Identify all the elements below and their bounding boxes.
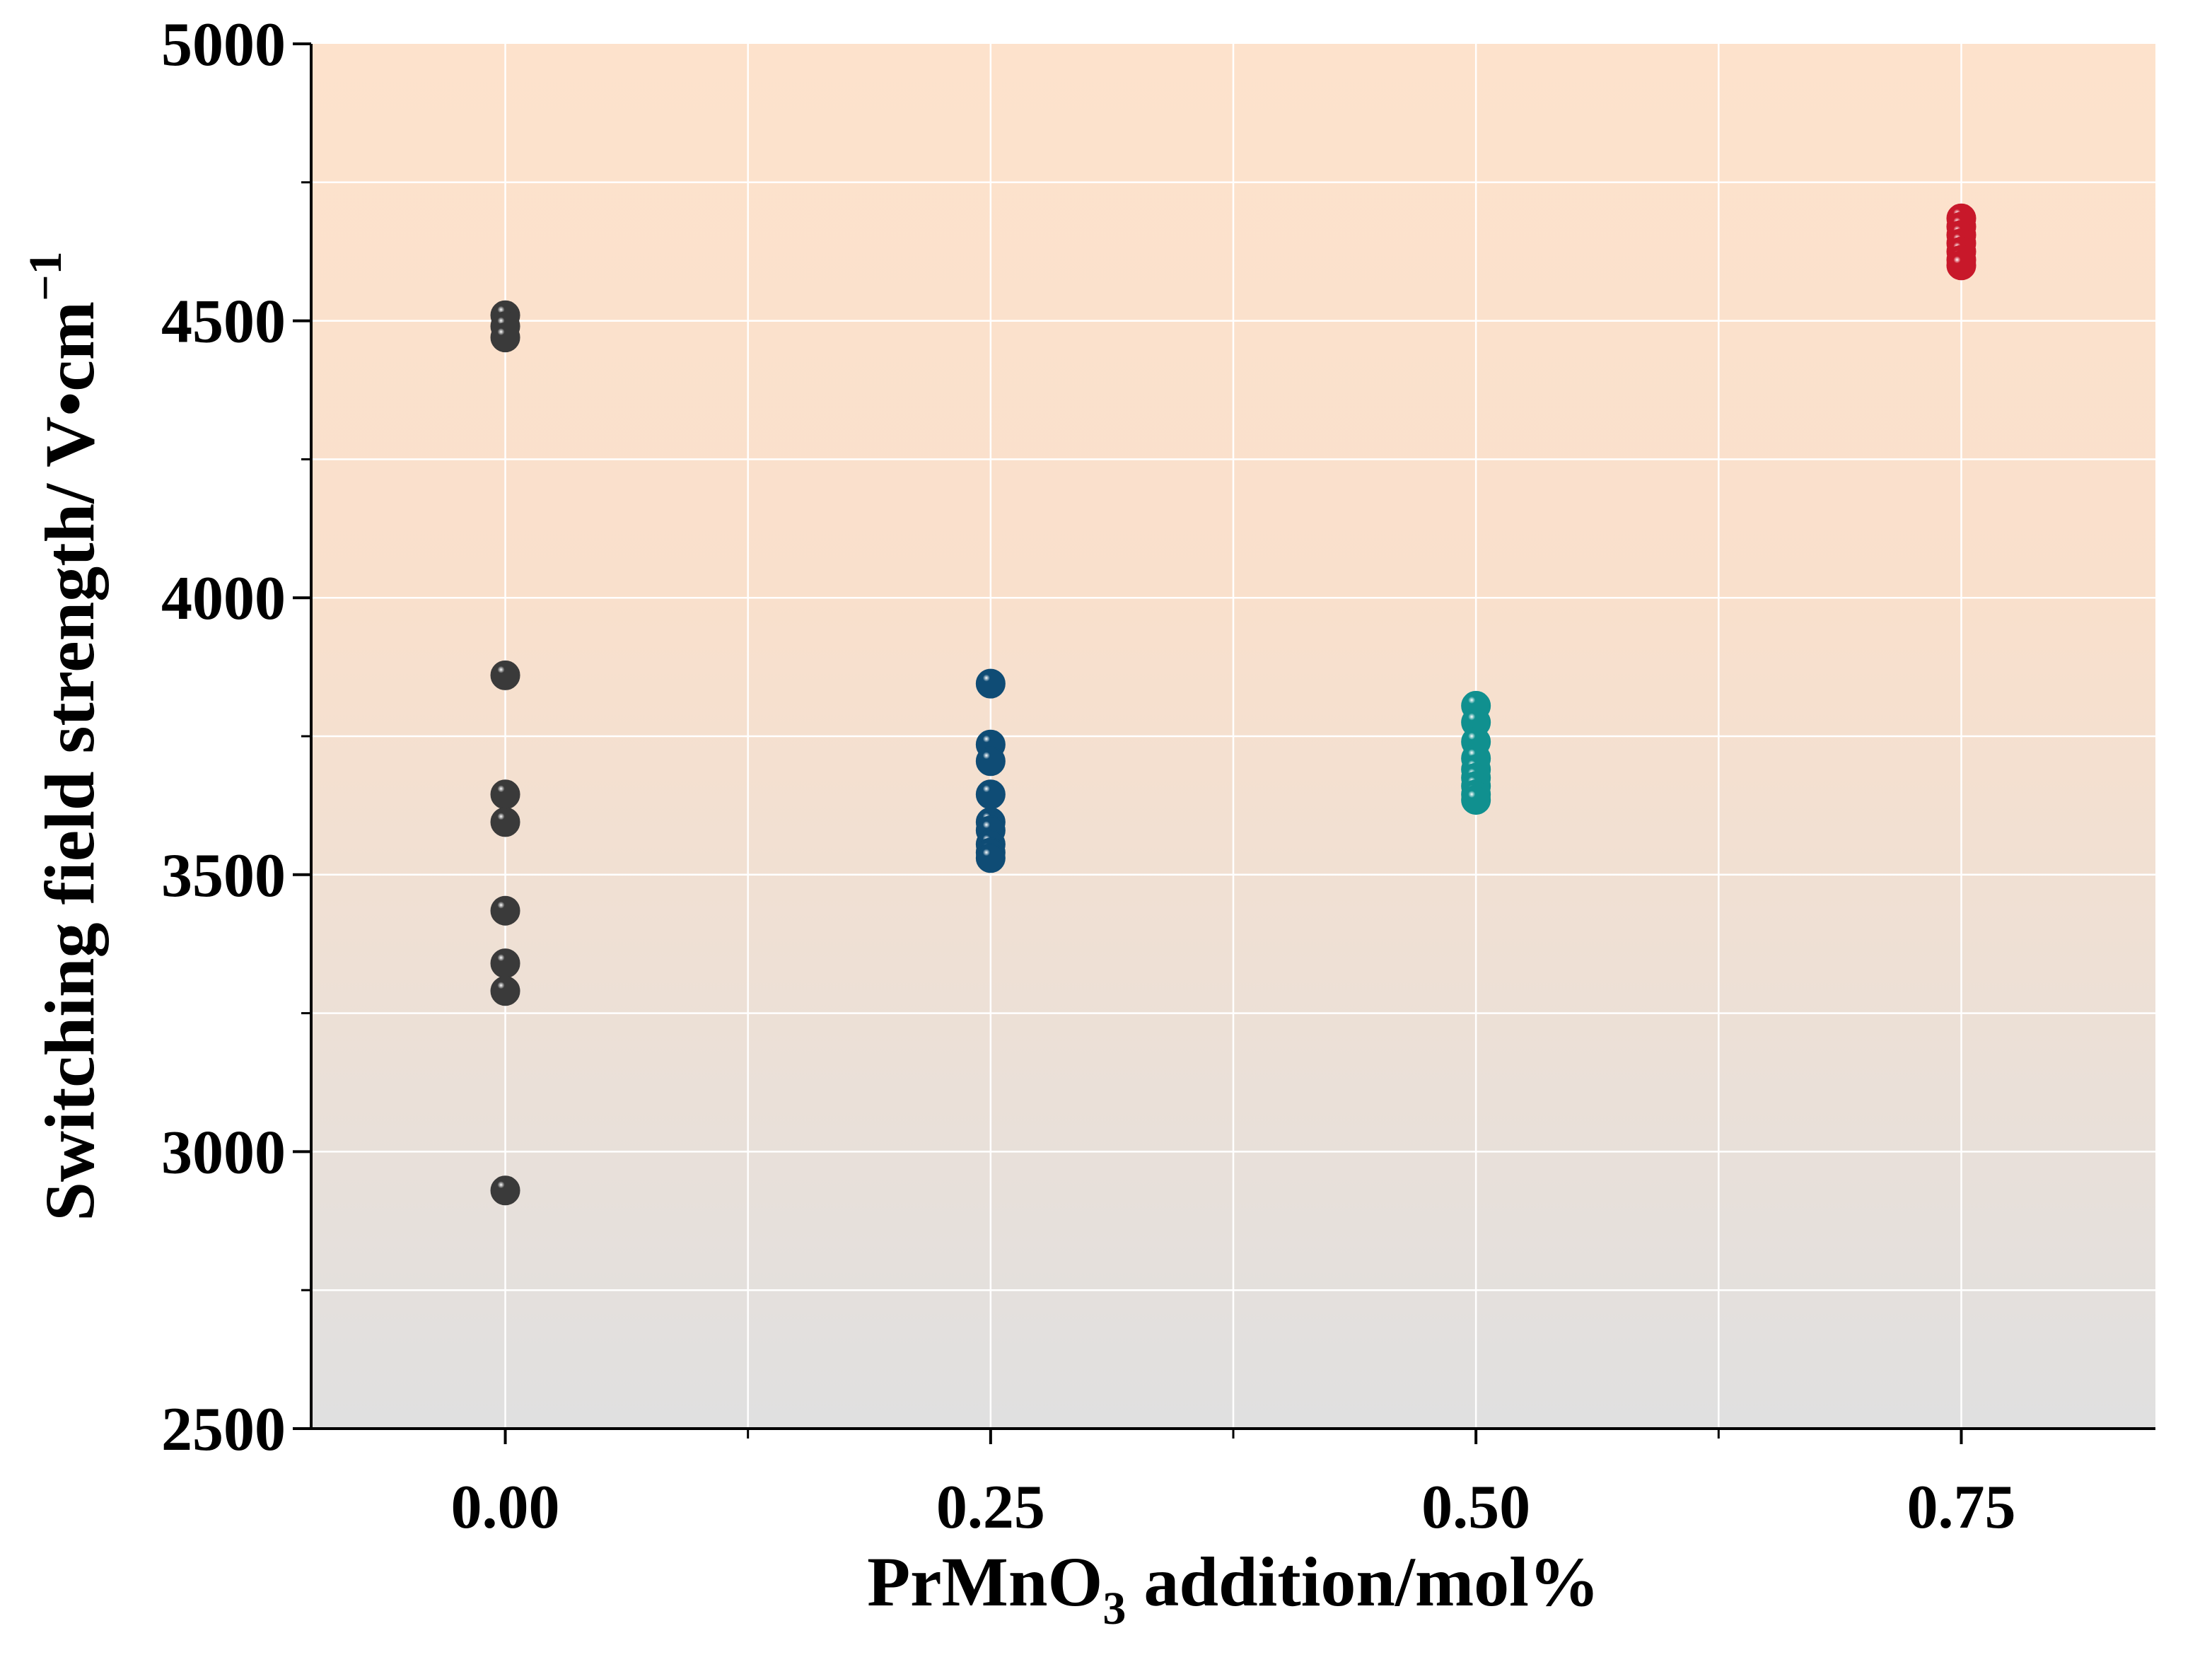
y-tick-label: 3000 <box>161 1118 286 1187</box>
data-point <box>490 976 520 1006</box>
x-tick-label: 0.00 <box>451 1473 560 1542</box>
series-0-00-mol- <box>490 300 520 1206</box>
data-point <box>975 779 1006 810</box>
y-tick-label: 4000 <box>161 564 286 633</box>
x-tick-label: 0.50 <box>1421 1473 1530 1542</box>
data-point <box>975 746 1006 777</box>
y-axis-title-superscript: −1 <box>20 251 71 301</box>
svg-text:PrMnO3 addition/mol%: PrMnO3 addition/mol% <box>867 1542 1600 1634</box>
data-point <box>490 1175 520 1206</box>
y-tick-label: 4500 <box>161 288 286 356</box>
x-axis-title: PrMnO3 addition/mol% <box>867 1542 1600 1634</box>
data-point <box>490 948 520 979</box>
axes: 2500 3000 3500 4000 4500 5000 0.00 0.25 0.50 0.75 <box>161 11 2155 1542</box>
series-0-25-mol- <box>975 668 1006 873</box>
svg-text:Switching field strength/ V•cm: Switching field strength/ V•cm−1 <box>20 251 109 1221</box>
data-point <box>490 322 520 353</box>
y-axis-title-main: Switching field strength/ V•cm <box>30 301 109 1221</box>
data-point <box>490 895 520 926</box>
data-point <box>490 807 520 837</box>
x-axis-title-subscript: 3 <box>1102 1583 1126 1634</box>
data-point <box>490 660 520 690</box>
data-point <box>490 779 520 810</box>
data-point <box>975 668 1006 699</box>
x-axis-title-main: PrMnO <box>867 1542 1102 1621</box>
data-points <box>490 203 1977 1206</box>
x-tick-label: 0.25 <box>936 1473 1045 1542</box>
y-tick-label: 5000 <box>161 11 286 79</box>
series-0-50-mol- <box>1461 690 1491 815</box>
data-point <box>1461 785 1491 815</box>
y-tick-label: 2500 <box>161 1395 286 1464</box>
series-0-75-mol- <box>1946 203 1977 281</box>
x-tick-label: 0.75 <box>1907 1473 2015 1542</box>
data-point <box>975 843 1006 873</box>
y-tick-label: 3500 <box>161 842 286 910</box>
x-axis-title-rest: addition/mol% <box>1126 1542 1600 1621</box>
data-point <box>1946 250 1977 281</box>
y-axis-title: Switching field strength/ V•cm−1 <box>20 251 109 1221</box>
